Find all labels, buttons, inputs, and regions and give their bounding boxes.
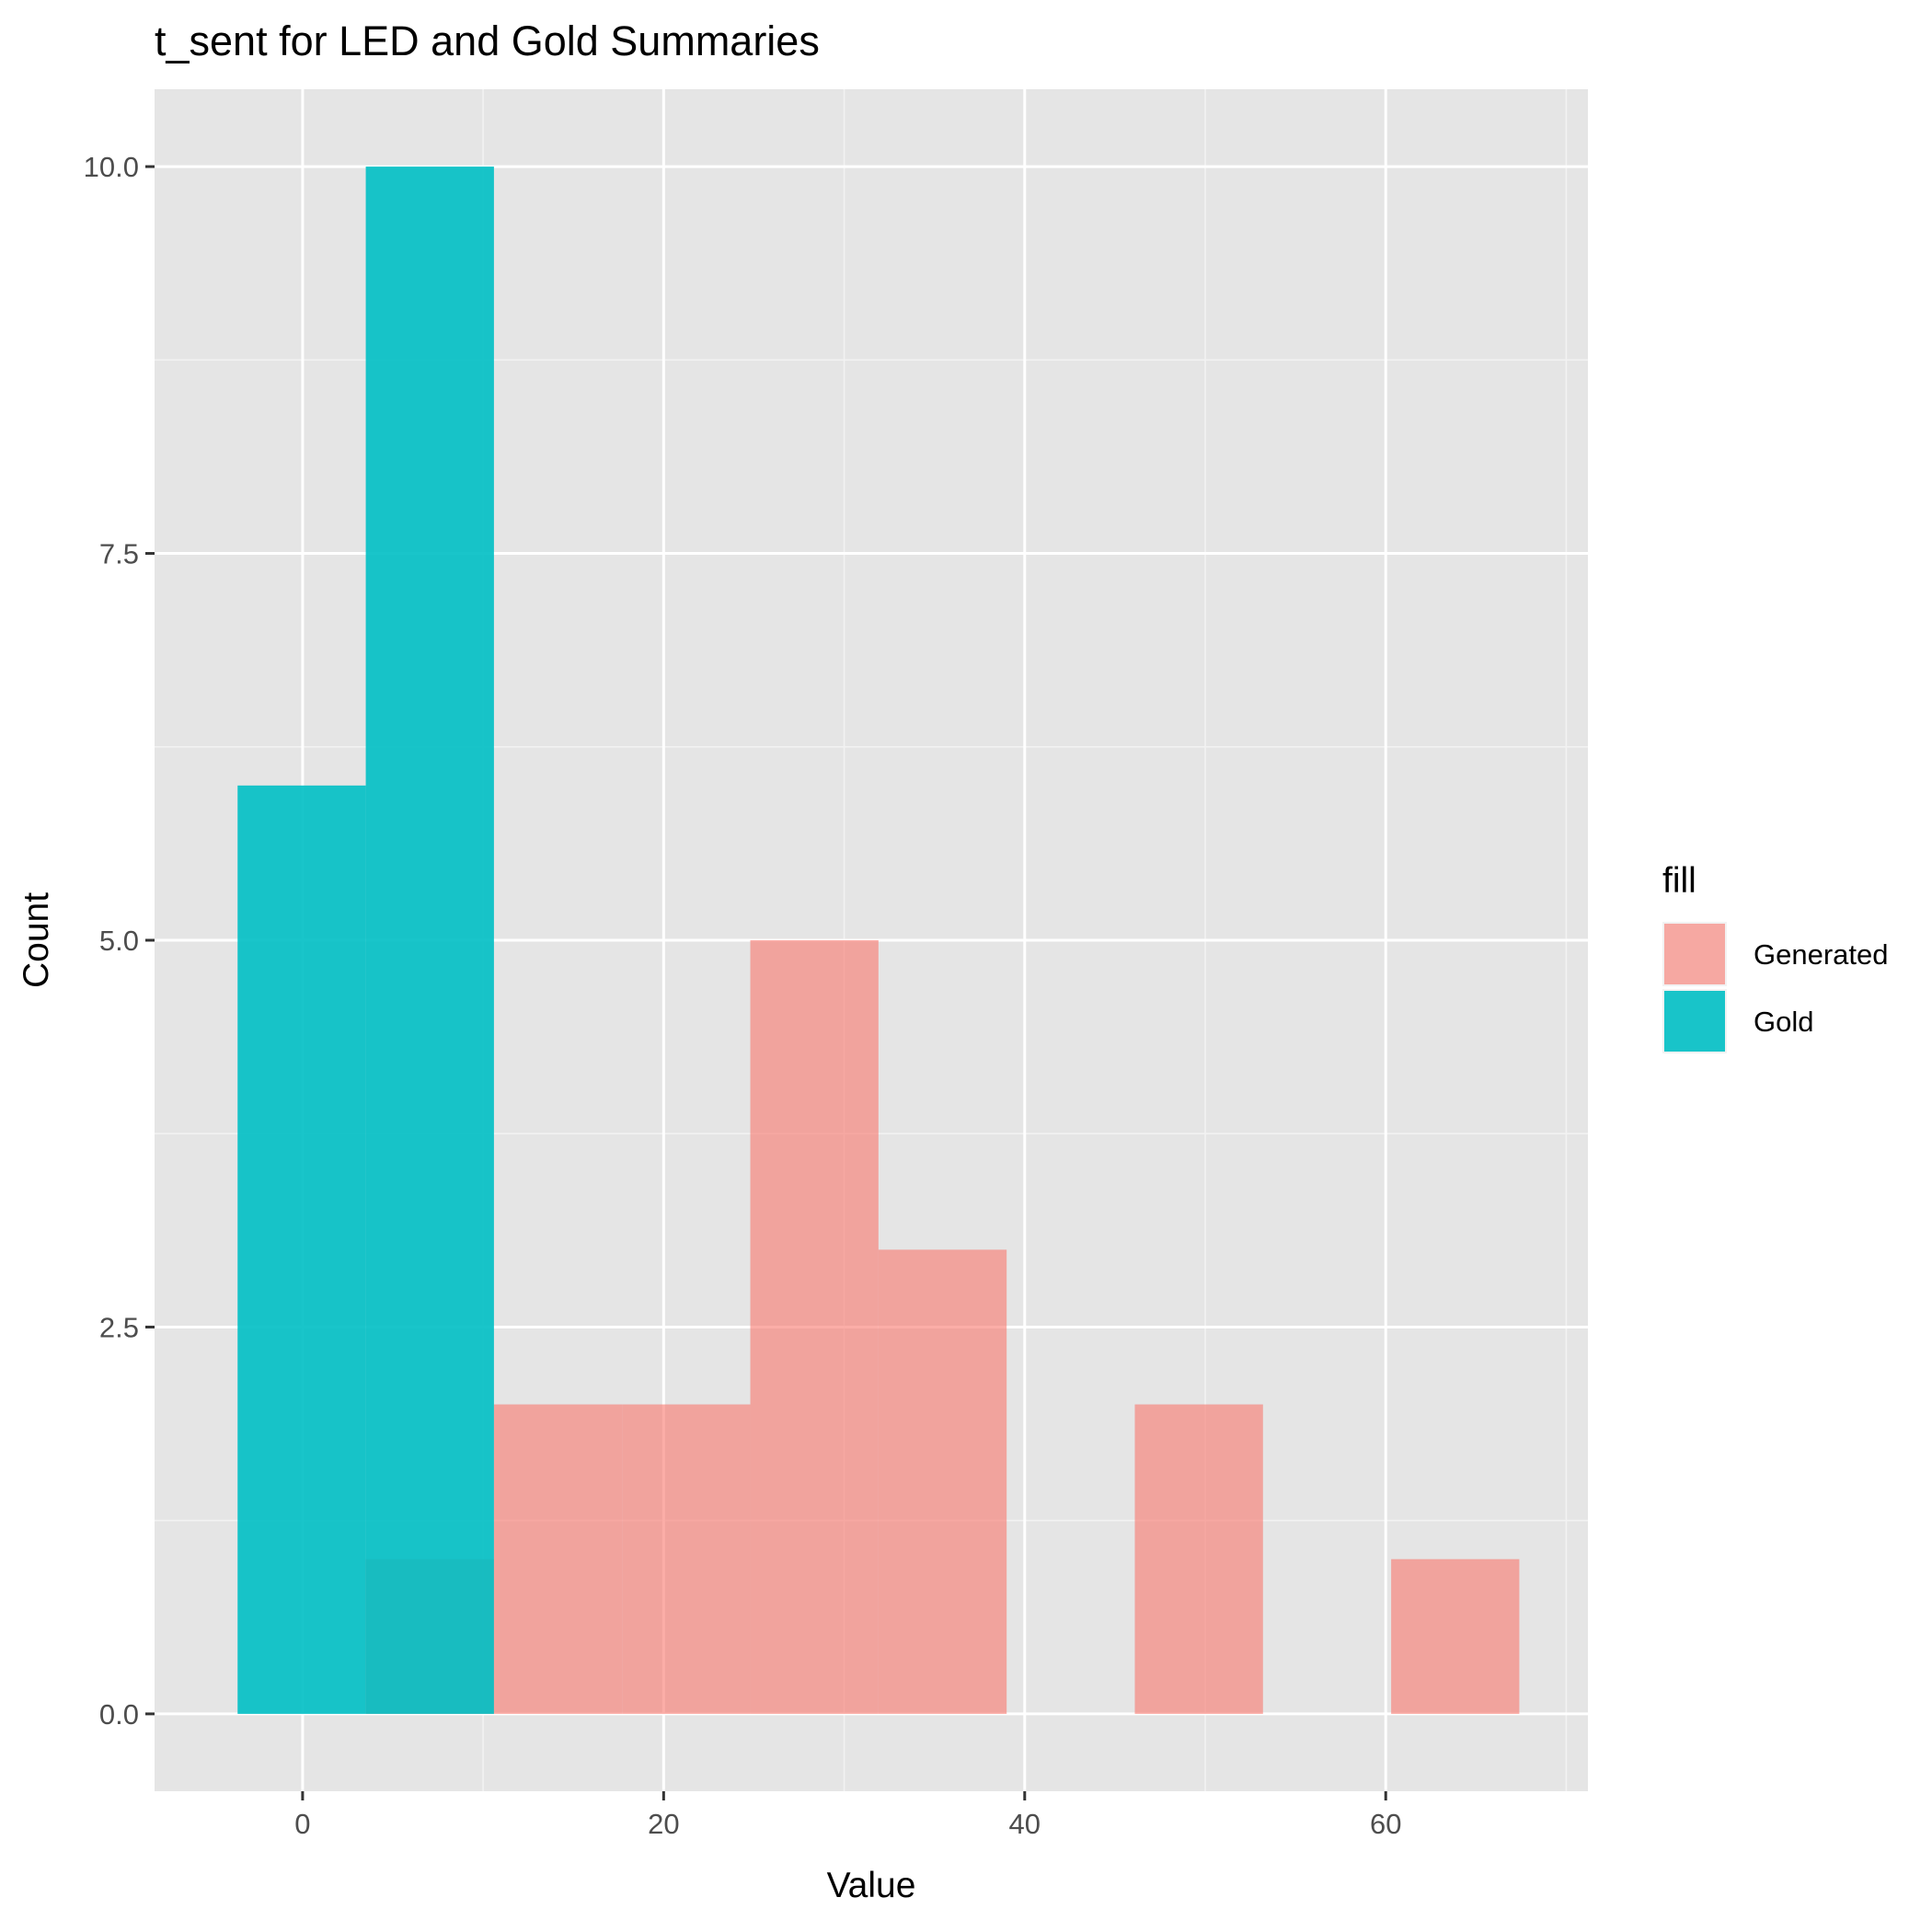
bar-generated — [878, 1249, 1007, 1714]
legend-title: fill — [1662, 861, 1696, 901]
y-tick-label: 0.0 — [99, 1698, 139, 1731]
x-tick-label: 20 — [648, 1808, 679, 1840]
y-tick-label: 5.0 — [99, 925, 139, 957]
y-axis-title: Count — [17, 892, 56, 988]
legend-label-gold: Gold — [1754, 1006, 1813, 1038]
x-tick-label: 40 — [1009, 1808, 1041, 1840]
chart-title: t_sent for LED and Gold Summaries — [155, 17, 820, 64]
y-tick-label: 7.5 — [99, 538, 139, 570]
x-tick-label: 60 — [1370, 1808, 1401, 1840]
legend-swatch-generated — [1664, 924, 1725, 984]
bar-generated — [1134, 1404, 1263, 1714]
bar-gold — [237, 785, 366, 1714]
bar-generated — [750, 940, 879, 1714]
legend: fill Generated Gold — [1662, 861, 1889, 1053]
legend-label-generated: Generated — [1754, 938, 1889, 971]
bar-gold — [365, 167, 494, 1714]
y-tick-label: 10.0 — [84, 151, 139, 183]
bar-generated — [1391, 1558, 1520, 1714]
x-axis-title: Value — [827, 1866, 916, 1905]
bar-generated — [622, 1404, 751, 1714]
legend-items: Generated Gold — [1662, 922, 1889, 1053]
legend-swatch-gold — [1664, 991, 1725, 1052]
histogram-bars — [237, 167, 1520, 1714]
x-tick-label: 0 — [294, 1808, 310, 1840]
bar-generated — [493, 1404, 623, 1714]
axes: 0 20 40 60 0.0 2.5 5.0 7.5 10.0 — [84, 151, 1402, 1840]
y-tick-label: 2.5 — [99, 1311, 139, 1343]
